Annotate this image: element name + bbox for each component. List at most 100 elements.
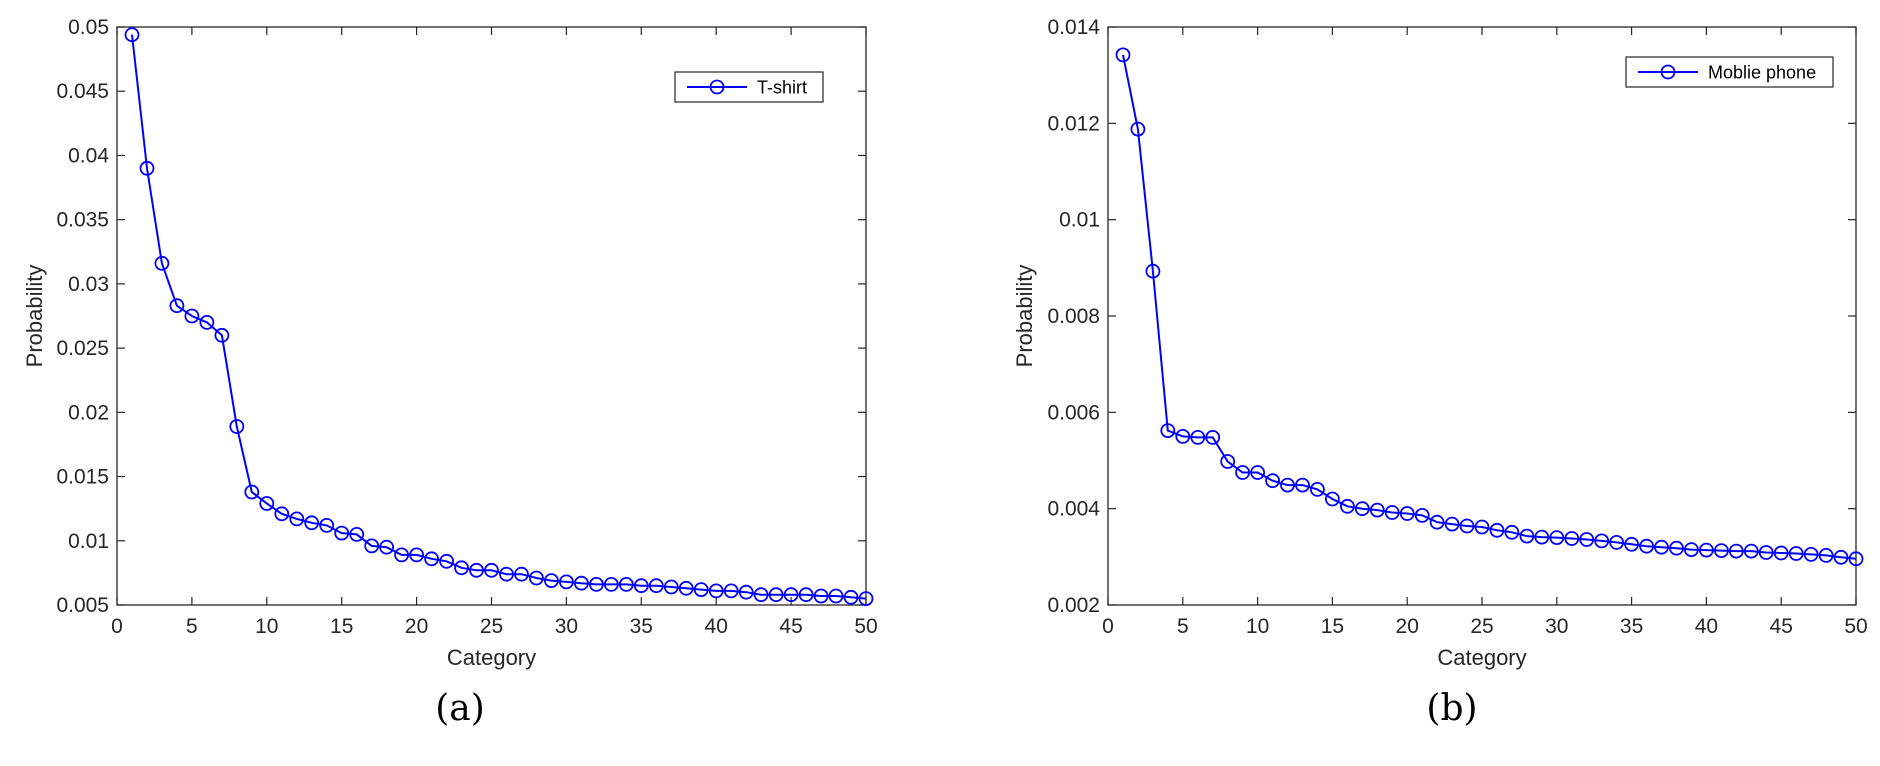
chart-1-xtick-label: 15 — [1321, 615, 1344, 638]
chart-1-data-point — [1235, 465, 1250, 480]
chart-0-ytick-label: 0.005 — [56, 594, 109, 617]
chart-0-xtick-label: 35 — [630, 615, 653, 638]
chart-0-data-point — [813, 588, 829, 604]
chart-1-ytick-label: 0.002 — [1047, 594, 1100, 617]
chart-0-legend-marker — [709, 79, 725, 95]
chart-1-data-point — [1728, 543, 1744, 559]
chart-0-ytick-label: 0.01 — [68, 530, 109, 553]
chart-1-data-point — [1145, 263, 1161, 279]
chart-0-data-point — [274, 506, 290, 522]
chart-1-data-point — [1519, 528, 1535, 544]
chart-0-data-point — [319, 518, 335, 533]
chart-0-data-point — [559, 574, 574, 590]
chart-1-xtick-label: 50 — [1844, 615, 1867, 638]
chart-0-data-point — [439, 553, 455, 569]
chart-0-data-point — [544, 573, 559, 588]
chart-1-data-point — [1130, 121, 1146, 137]
chart-0-data-point — [139, 160, 155, 176]
chart-0-ytick-label: 0.045 — [56, 80, 109, 103]
chart-1-series-line — [1122, 54, 1857, 560]
chart-0-data-point — [514, 566, 529, 582]
chart-b: 0 5 10 15 20 25 30 35 40 45 50 0.002 0.004 0.006 0.008… — [1012, 16, 1868, 729]
chart-1-data-point — [1773, 545, 1789, 561]
chart-0-data-point — [663, 579, 679, 595]
chart-1-data-point — [1280, 477, 1295, 493]
chart-1-data-point — [1160, 423, 1176, 439]
chart-1-caption: (b) — [1426, 688, 1477, 729]
chart-0-data-point — [499, 566, 514, 582]
chart-0-data-point — [753, 587, 769, 603]
chart-1-data-point — [1699, 542, 1714, 558]
chart-1-data-point — [1354, 501, 1370, 517]
chart-0-data-point — [678, 580, 694, 596]
chart-1-data-point — [1549, 530, 1565, 545]
chart-1-data-point — [1340, 498, 1355, 514]
chart-1-ytick-label: 0.014 — [1047, 16, 1100, 39]
chart-0-xtick-label: 30 — [555, 615, 578, 638]
chart-0-data-point — [484, 562, 499, 578]
chart-0-data-point — [768, 587, 784, 603]
chart-1-data-point — [1205, 429, 1221, 445]
chart-0-data-point — [394, 547, 410, 563]
chart-1-data-point — [1579, 532, 1595, 547]
chart-1-data-point — [1714, 543, 1729, 558]
chart-0-data-point — [603, 577, 619, 592]
chart-1-data-point — [1429, 514, 1445, 530]
chart-0-ytick-label: 0.03 — [68, 273, 109, 296]
chart-1-data-point — [1803, 547, 1819, 562]
chart-0-data-point — [454, 560, 469, 576]
chart-0-data-point — [633, 578, 649, 594]
chart-1-data-point — [1325, 491, 1340, 507]
chart-0-ytick-label: 0.04 — [68, 144, 109, 167]
chart-0-xtick-label: 5 — [186, 615, 198, 638]
chart-1-data-point — [1594, 533, 1610, 549]
chart-0-data-point — [843, 589, 859, 605]
chart-1-data-point — [1609, 535, 1624, 550]
chart-1-data-point — [1250, 465, 1265, 480]
chart-1-data-point — [1175, 428, 1191, 444]
chart-0-xtick-label: 10 — [255, 615, 278, 638]
chart-1-data-point — [1654, 539, 1669, 555]
chart-0-axes-box — [116, 26, 867, 606]
chart-0-data-point — [124, 27, 140, 43]
chart-0-data-point — [229, 419, 245, 434]
chart-1-data-point — [1369, 502, 1385, 518]
chart-1-ytick-label: 0.01 — [1059, 209, 1100, 232]
chart-1-data-point — [1788, 546, 1804, 561]
chart-1-data-point — [1295, 477, 1310, 493]
chart-0-data-point — [783, 587, 799, 603]
chart-1-data-point — [1833, 549, 1849, 565]
chart-0-ylabel: Probability — [22, 265, 47, 368]
chart-1-data-point — [1444, 516, 1460, 532]
chart-1-data-point — [1220, 454, 1236, 469]
chart-1-legend-label: Moblie phone — [1708, 63, 1816, 83]
chart-0-data-point — [304, 515, 320, 531]
chart-0-ytick-label: 0.025 — [56, 337, 109, 360]
chart-0-data-point — [259, 496, 275, 511]
chart-1-data-point — [1265, 473, 1280, 489]
chart-1-ytick-label: 0.012 — [1047, 112, 1100, 135]
chart-0-series-line — [131, 34, 867, 600]
chart-0-data-point — [693, 582, 709, 597]
chart-0-data-point — [154, 255, 170, 271]
chart-1-data-point — [1684, 542, 1699, 557]
chart-0-xtick-label: 20 — [405, 615, 428, 638]
chart-0-caption: (a) — [435, 688, 485, 729]
chart-a: 0 5 10 15 20 25 30 35 40 45 50 0.005 0.01 0.015 0.02 0.… — [22, 16, 878, 729]
chart-1-data-point — [1489, 522, 1505, 538]
chart-1-xtick-label: 35 — [1620, 615, 1643, 638]
chart-0-data-point — [364, 538, 380, 554]
chart-1-data-point — [1384, 505, 1400, 520]
chart-1-data-point — [1399, 506, 1415, 521]
chart-0-data-point — [574, 575, 589, 591]
chart-0-legend-label: T-shirt — [757, 78, 807, 98]
chart-0-ytick-label: 0.015 — [56, 466, 109, 489]
chart-0-xtick-label: 15 — [330, 615, 353, 638]
chart-0-data-point — [379, 539, 395, 555]
chart-0-xtick-label: 40 — [705, 615, 728, 638]
chart-1-legend-marker — [1660, 64, 1676, 80]
chart-1-data-point — [1115, 47, 1131, 63]
chart-0-data-point — [184, 308, 200, 324]
chart-0-data-point — [349, 527, 365, 542]
